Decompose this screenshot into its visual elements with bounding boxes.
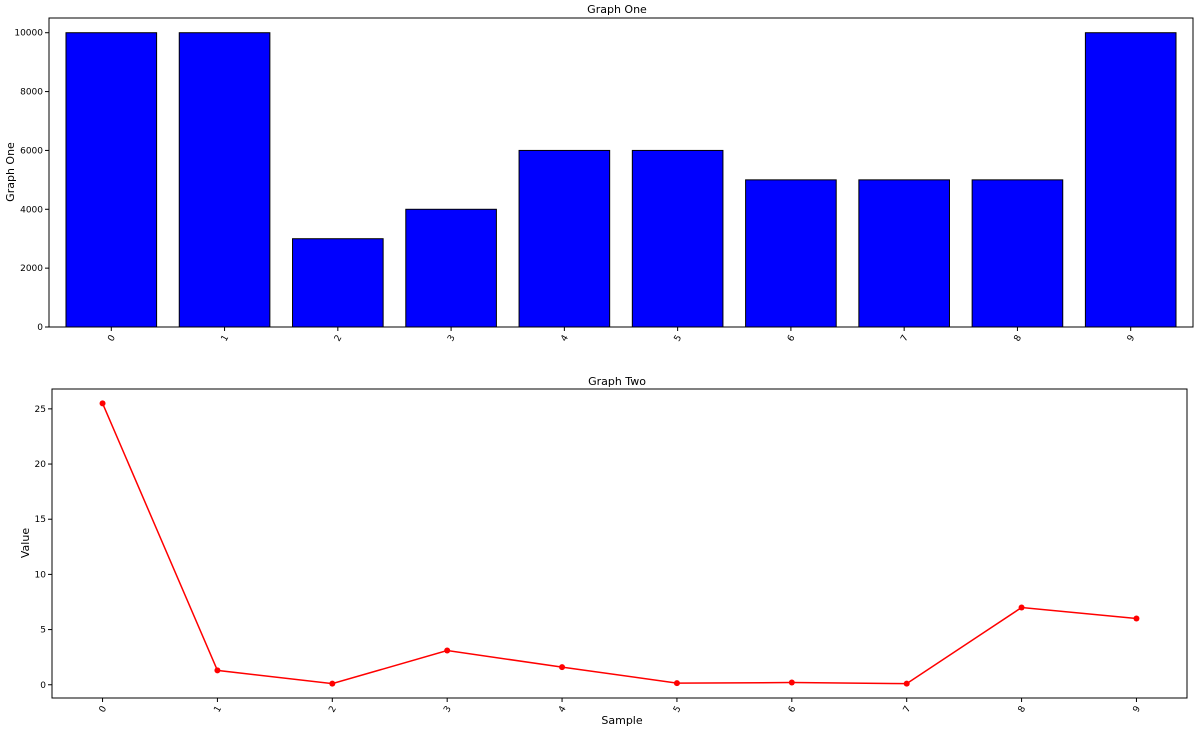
- y-tick-label: 10: [35, 570, 47, 580]
- series-polyline: [101, 403, 1137, 685]
- plot-frame: [51, 388, 1188, 699]
- bar-7: [858, 179, 950, 328]
- y-tick-label: 10000: [14, 29, 43, 39]
- y-tick-label: 25: [35, 405, 46, 415]
- x-tick-label: 4: [557, 704, 569, 714]
- chart-title: Graph One: [587, 3, 647, 16]
- x-tick-label: 6: [787, 704, 799, 714]
- y-tick-label: 5: [40, 626, 46, 636]
- x-ticks: 0 1 2 3 4 5 6 7 8 9: [106, 327, 1137, 343]
- plot-frame: [48, 17, 1194, 328]
- series-points: [99, 400, 1140, 687]
- chart-graph-two: Graph Two Value Sample 0 5 10 15 20 25 0 1 2 3 4 5…: [19, 375, 1188, 727]
- x-tick-label: 4: [559, 333, 571, 343]
- point-1: [214, 667, 221, 674]
- chart-title: Graph Two: [588, 375, 646, 388]
- y-tick-label: 8000: [20, 88, 43, 98]
- y-ticks: 0 5 10 15 20 25: [35, 405, 52, 691]
- bar-8: [971, 179, 1064, 328]
- x-tick-label: 2: [327, 705, 339, 715]
- y-axis-label: Value: [19, 528, 32, 558]
- bar-4: [518, 149, 611, 328]
- x-ticks: 0 1 2 3 4 5 6 7 8 9: [98, 698, 1144, 715]
- point-9: [1133, 615, 1140, 622]
- bar-6: [745, 179, 837, 328]
- y-tick-label: 0: [40, 681, 46, 691]
- x-tick-label: 0: [106, 333, 118, 343]
- y-tick-label: 2000: [20, 264, 43, 274]
- bar-5: [631, 149, 724, 328]
- bar-2: [292, 238, 384, 328]
- chart-graph-one: Graph One Graph One 02000400060008000100…: [4, 3, 1194, 343]
- x-tick-label: 0: [98, 704, 110, 714]
- bar-1: [178, 32, 271, 328]
- x-tick-label: 9: [1126, 333, 1138, 343]
- x-axis-label: Sample: [601, 714, 642, 727]
- x-tick-label: 1: [213, 705, 225, 715]
- point-0: [99, 400, 106, 407]
- x-tick-label: 7: [899, 334, 911, 344]
- y-tick-label: 4000: [20, 205, 43, 215]
- point-4: [559, 664, 566, 671]
- y-axis-label: Graph One: [4, 142, 17, 202]
- x-tick-label: 1: [220, 334, 232, 344]
- y-tick-label: 0: [37, 323, 43, 333]
- y-tick-label: 6000: [20, 146, 43, 156]
- y-tick-label: 20: [35, 460, 47, 470]
- x-tick-label: 2: [333, 334, 345, 344]
- x-tick-label: 5: [673, 334, 685, 344]
- point-8: [1018, 604, 1025, 611]
- bar-9: [1084, 32, 1177, 328]
- point-6: [788, 679, 795, 686]
- point-3: [444, 647, 451, 654]
- point-7: [903, 680, 910, 687]
- y-tick-label: 15: [35, 515, 46, 525]
- bars: [65, 32, 1177, 328]
- x-tick-label: 8: [1017, 704, 1029, 714]
- x-tick-label: 3: [442, 705, 454, 715]
- bar-0: [65, 32, 158, 328]
- bar-3: [405, 208, 497, 328]
- point-2: [329, 680, 336, 687]
- y-ticks: 0 2000 4000 6000 8000 10000: [14, 29, 49, 333]
- x-tick-label: 6: [786, 333, 798, 343]
- x-tick-label: 3: [446, 334, 458, 344]
- x-tick-label: 5: [672, 705, 684, 715]
- x-tick-label: 9: [1132, 704, 1144, 714]
- point-5: [673, 680, 680, 687]
- x-tick-label: 7: [902, 705, 914, 715]
- series-line: [101, 403, 1137, 685]
- x-tick-label: 8: [1013, 333, 1025, 343]
